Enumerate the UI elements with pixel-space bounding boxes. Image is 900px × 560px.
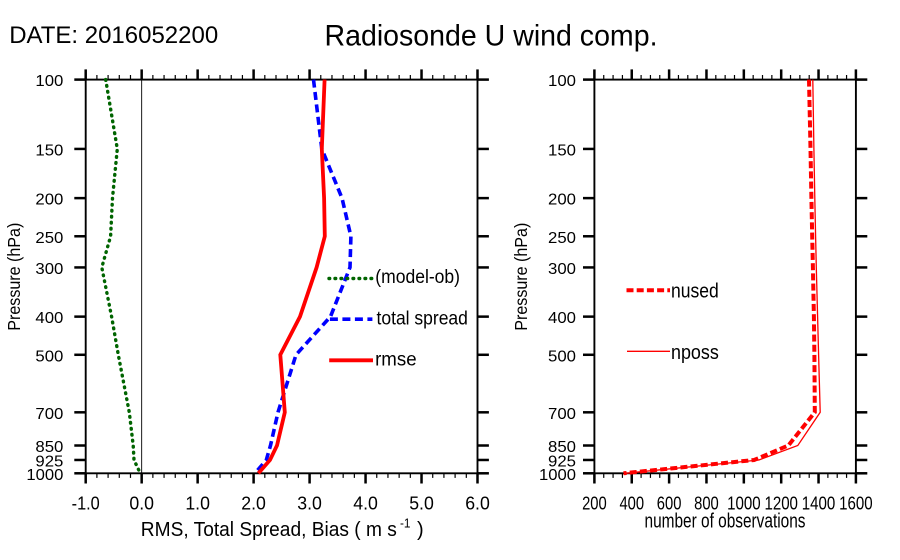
- svg-text:nposs: nposs: [671, 342, 719, 364]
- svg-text:Radiosonde U wind comp.: Radiosonde U wind comp.: [325, 20, 658, 53]
- svg-text:1600: 1600: [839, 493, 873, 514]
- svg-text:700: 700: [548, 406, 576, 423]
- svg-text:RMS, Total Spread, Bias ( m s: RMS, Total Spread, Bias ( m s: [141, 519, 397, 541]
- svg-text:rmse: rmse: [375, 349, 417, 370]
- svg-text:1000: 1000: [727, 493, 761, 514]
- svg-text:(model-ob): (model-ob): [375, 267, 460, 288]
- svg-text:100: 100: [35, 73, 63, 90]
- svg-text:1000: 1000: [539, 467, 576, 484]
- svg-text:400: 400: [35, 310, 63, 327]
- svg-text:4.0: 4.0: [353, 493, 378, 514]
- svg-text:number of observations: number of observations: [645, 511, 806, 533]
- svg-text:400: 400: [619, 493, 644, 514]
- svg-text:800: 800: [694, 493, 719, 514]
- svg-text:300: 300: [548, 261, 576, 278]
- svg-text:700: 700: [35, 406, 63, 423]
- svg-text:1.0: 1.0: [185, 493, 210, 514]
- svg-text:3.0: 3.0: [297, 493, 322, 514]
- svg-text:250: 250: [548, 230, 576, 247]
- svg-text:0.0: 0.0: [129, 493, 154, 514]
- svg-text:300: 300: [35, 261, 63, 278]
- svg-text:Pressure (hPa): Pressure (hPa): [4, 223, 24, 331]
- svg-text:100: 100: [548, 73, 576, 90]
- svg-text:DATE: 2016052200: DATE: 2016052200: [9, 22, 218, 49]
- svg-text:6.0: 6.0: [465, 493, 490, 514]
- svg-text:200: 200: [548, 192, 576, 209]
- svg-text:1000: 1000: [26, 467, 63, 484]
- svg-text:850: 850: [548, 439, 576, 456]
- svg-text:-1.0: -1.0: [72, 493, 100, 514]
- svg-text:Pressure (hPa): Pressure (hPa): [511, 223, 531, 331]
- svg-text:925: 925: [548, 453, 576, 470]
- svg-text:1200: 1200: [764, 493, 798, 514]
- svg-text:-1: -1: [400, 517, 411, 531]
- svg-text:500: 500: [35, 348, 63, 365]
- svg-text:2.0: 2.0: [241, 493, 266, 514]
- svg-text:): ): [417, 519, 424, 541]
- svg-text:850: 850: [35, 439, 63, 456]
- svg-text:500: 500: [548, 348, 576, 365]
- svg-text:150: 150: [548, 142, 576, 159]
- svg-text:200: 200: [35, 192, 63, 209]
- svg-text:1400: 1400: [802, 493, 836, 514]
- svg-text:925: 925: [35, 453, 63, 470]
- svg-text:total spread: total spread: [377, 309, 468, 330]
- svg-text:nused: nused: [671, 281, 719, 303]
- svg-text:400: 400: [548, 310, 576, 327]
- svg-text:200: 200: [582, 493, 607, 514]
- svg-text:600: 600: [657, 493, 682, 514]
- svg-text:150: 150: [35, 142, 63, 159]
- svg-text:5.0: 5.0: [409, 493, 434, 514]
- svg-text:250: 250: [35, 230, 63, 247]
